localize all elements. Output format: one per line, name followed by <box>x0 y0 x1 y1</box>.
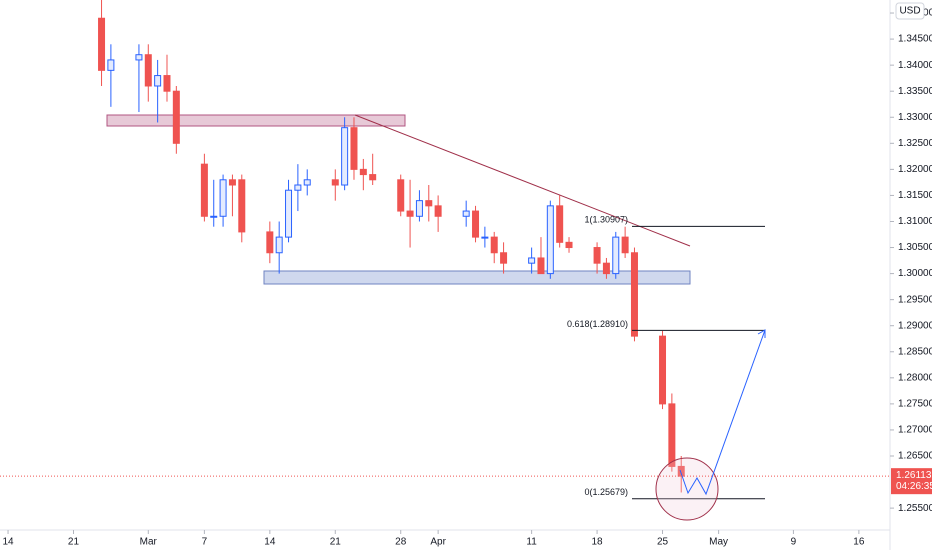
y-tick-label: 1.27500 <box>898 399 932 410</box>
y-tick-label: 1.33000 <box>898 112 932 123</box>
candle-body <box>135 54 143 61</box>
candle-body <box>425 200 433 207</box>
candle-body <box>490 236 498 254</box>
candle-body <box>415 200 423 217</box>
y-tick-label: 1.34000 <box>898 60 932 71</box>
y-tick-label: 1.34500 <box>898 34 932 45</box>
candle-body <box>210 215 218 218</box>
candle-body <box>341 127 349 186</box>
candle-body <box>219 179 227 217</box>
y-tick-label: 1.30500 <box>898 242 932 253</box>
candle-body <box>303 179 311 186</box>
y-tick-label: 1.28000 <box>898 372 932 383</box>
candle-body <box>359 168 367 176</box>
candle-body <box>668 403 676 467</box>
x-tick-label: 25 <box>657 537 669 548</box>
arrow-head <box>757 329 766 338</box>
y-tick-label: 1.33500 <box>898 86 932 97</box>
candle-body <box>612 236 620 275</box>
x-tick-label: Apr <box>430 537 446 548</box>
countdown: 04:26:35 <box>896 481 932 492</box>
candle-body <box>275 236 283 254</box>
x-tick-label: 14 <box>2 537 14 548</box>
candle-body <box>238 179 246 233</box>
candle-body <box>144 54 152 87</box>
y-tick-label: 1.32500 <box>898 138 932 149</box>
y-tick-label: 1.29000 <box>898 320 932 331</box>
candle-body <box>500 252 508 264</box>
candle-body <box>546 205 554 275</box>
x-tick-label: 11 <box>526 537 537 548</box>
resistance-zone <box>106 114 406 127</box>
x-tick-label: Mar <box>140 537 158 548</box>
candle-body <box>565 241 573 249</box>
candle-body <box>200 163 208 217</box>
fib-label: 0(1.25679) <box>584 487 628 497</box>
fib-label: 1(1.30907) <box>584 215 628 225</box>
currency: USD <box>899 6 920 17</box>
candle-body <box>331 179 339 186</box>
candle-body <box>163 75 171 92</box>
x-tick-label: 28 <box>395 537 407 548</box>
candle-body <box>154 75 162 87</box>
y-tick-label: 1.25500 <box>898 503 932 514</box>
y-tick-label: 1.31000 <box>898 216 932 227</box>
candle-body <box>481 236 489 239</box>
currency-badge[interactable] <box>895 2 925 20</box>
candle-body <box>228 179 236 186</box>
y-tick-label: 1.28500 <box>898 346 932 357</box>
candle-body <box>621 236 629 254</box>
y-tick-label: 1.32000 <box>898 164 932 175</box>
candle-body <box>406 210 414 217</box>
x-tick-label: 9 <box>791 537 797 548</box>
candle-body <box>369 174 377 181</box>
projection-path <box>679 329 766 496</box>
candle-body <box>107 59 115 71</box>
x-tick-label: 21 <box>68 537 80 548</box>
candle-body <box>630 252 638 337</box>
candle-body <box>285 189 293 238</box>
last-price: 1.26113 <box>896 470 932 481</box>
candle-body <box>528 257 536 264</box>
y-tick-label: 1.30000 <box>898 268 932 279</box>
x-tick-label: 7 <box>202 537 208 548</box>
y-tick-label: 1.26500 <box>898 451 932 462</box>
candle-body <box>462 210 470 217</box>
candle-body <box>266 231 274 254</box>
candle-body <box>593 247 601 264</box>
x-tick-label: 21 <box>330 537 342 548</box>
fib-label: 0.618(1.28910) <box>567 319 628 329</box>
candle-body <box>537 257 545 275</box>
candle-body <box>172 90 180 144</box>
candle-body <box>659 335 667 405</box>
y-tick-label: 1.29500 <box>898 294 932 305</box>
support-zone <box>263 270 691 285</box>
x-tick-label: 14 <box>264 537 276 548</box>
candle-body <box>602 262 610 275</box>
last-price-badge <box>891 468 932 495</box>
candle-body <box>98 17 106 71</box>
candle-body <box>397 179 405 212</box>
x-tick-label: 18 <box>592 537 604 548</box>
candle-body <box>472 210 480 238</box>
x-tick-label: 16 <box>853 537 865 548</box>
candle-body <box>350 127 358 170</box>
x-tick-label: May <box>709 537 728 548</box>
candle-body <box>556 205 564 243</box>
y-tick-label: 1.31500 <box>898 190 932 201</box>
candle-body <box>294 184 302 191</box>
y-tick-label: 1.27000 <box>898 425 932 436</box>
trend-line <box>354 114 691 247</box>
candle-body <box>434 205 442 217</box>
